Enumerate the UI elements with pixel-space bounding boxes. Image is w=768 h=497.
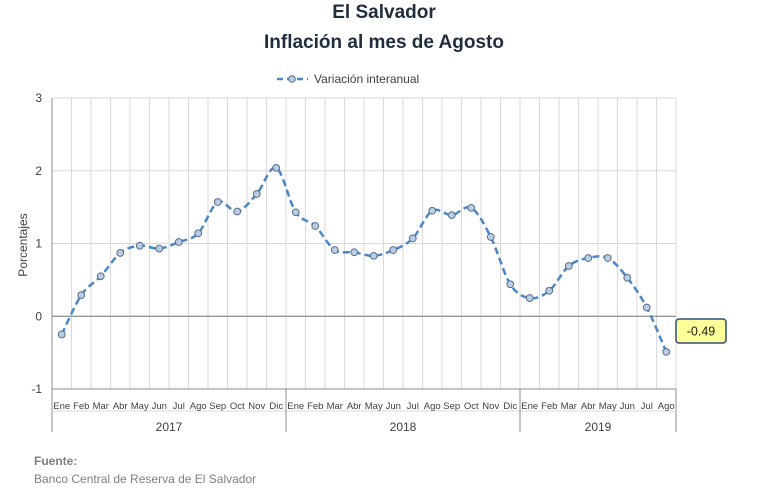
x-tick-label: Mar xyxy=(327,401,343,412)
grid xyxy=(51,97,677,390)
data-point xyxy=(116,249,125,257)
x-tick-label: May xyxy=(599,401,617,412)
x-tick-label: Mar xyxy=(93,401,109,412)
x-tick-label: Nov xyxy=(482,401,499,412)
data-point xyxy=(564,262,573,270)
data-point xyxy=(467,203,476,212)
y-tick-label: 2 xyxy=(35,164,42,178)
legend-series-name: Variación interanual xyxy=(314,72,419,86)
data-point xyxy=(213,198,222,206)
x-tick-label: Jun xyxy=(620,401,635,412)
data-point xyxy=(545,286,554,295)
data-point xyxy=(525,294,534,302)
x-tick-label: Ago xyxy=(190,401,207,412)
x-tick-labels: Ene Feb Mar Abr May Jun Jul Ago Sep Oct Nov Dic Ene F… xyxy=(53,401,674,412)
data-point xyxy=(233,207,242,216)
data-point xyxy=(252,190,261,198)
source-text: Banco Central de Reserva de El Salvador xyxy=(34,472,257,486)
legend-marker xyxy=(288,75,296,83)
data-point xyxy=(272,163,281,172)
data-point xyxy=(623,273,632,282)
x-tick-label: Ene xyxy=(53,401,70,412)
x-tick-label: Jul xyxy=(173,401,185,412)
x-tick-label: Oct xyxy=(464,401,479,412)
x-tick-label: Jul xyxy=(641,401,653,412)
series-markers xyxy=(57,163,671,356)
data-point xyxy=(642,303,651,312)
data-point xyxy=(194,229,203,238)
data-point xyxy=(330,246,339,254)
y-tick-label: -1 xyxy=(31,382,42,396)
x-tick-label: Feb xyxy=(541,401,557,412)
y-tick-label: 1 xyxy=(35,237,42,251)
data-point xyxy=(584,254,593,262)
data-point xyxy=(96,272,105,281)
data-point xyxy=(57,330,66,339)
x-tick-label: May xyxy=(131,401,149,412)
x-tick-label: Sep xyxy=(209,401,226,412)
data-point xyxy=(77,291,86,300)
x-tick-label: May xyxy=(365,401,383,412)
x-tick-label: Abr xyxy=(347,401,362,412)
x-tick-label: Ene xyxy=(521,401,538,412)
chart-title: El Salvador xyxy=(332,2,436,23)
year-label: 2017 xyxy=(156,420,183,434)
data-callout: -0.49 xyxy=(675,318,727,344)
x-tick-label: Dic xyxy=(503,401,517,412)
x-tick-label: Jun xyxy=(386,401,401,412)
year-group-labels: 2017 2018 2019 xyxy=(156,389,612,434)
y-axis-label: Porcentajes xyxy=(16,213,30,276)
data-point xyxy=(350,248,359,257)
source-label: Fuente: xyxy=(34,454,78,468)
data-point xyxy=(603,254,612,262)
x-tick-label: Sep xyxy=(443,401,460,412)
x-tick-label: Nov xyxy=(248,401,265,412)
data-point xyxy=(311,222,320,230)
x-tick-label: Dic xyxy=(269,401,283,412)
data-point xyxy=(135,241,144,250)
x-tick-label: Jun xyxy=(152,401,167,412)
chart-subtitle: Inflación al mes de Agosto xyxy=(263,32,504,53)
x-tick-label: Feb xyxy=(307,401,323,412)
data-point xyxy=(506,280,515,289)
year-label: 2018 xyxy=(390,420,417,434)
y-tick-labels: -1 0 1 2 3 xyxy=(31,91,42,396)
axes xyxy=(51,98,677,432)
data-point xyxy=(291,208,300,217)
data-point xyxy=(486,233,495,241)
y-tick-label: 0 xyxy=(35,309,42,323)
data-point xyxy=(369,251,378,260)
data-point xyxy=(389,246,398,254)
data-point xyxy=(447,211,456,220)
legend: Variación interanual xyxy=(277,72,419,86)
data-point xyxy=(428,206,437,215)
data-point xyxy=(662,347,671,356)
callout-box xyxy=(675,318,727,344)
y-tick-label: 3 xyxy=(35,91,42,105)
data-point xyxy=(155,244,164,253)
x-tick-label: Abr xyxy=(581,401,596,412)
x-tick-label: Jul xyxy=(407,401,419,412)
x-tick-label: Ago xyxy=(658,401,675,412)
x-tick-label: Feb xyxy=(73,401,89,412)
x-tick-label: Oct xyxy=(230,401,245,412)
callout-label: -0.49 xyxy=(687,325,716,339)
data-point xyxy=(174,238,183,246)
data-point xyxy=(408,234,417,243)
x-tick-label: Mar xyxy=(561,401,577,412)
x-tick-label: Ago xyxy=(424,401,441,412)
x-tick-label: Abr xyxy=(113,401,128,412)
year-label: 2019 xyxy=(585,420,612,434)
x-tick-label: Ene xyxy=(287,401,304,412)
